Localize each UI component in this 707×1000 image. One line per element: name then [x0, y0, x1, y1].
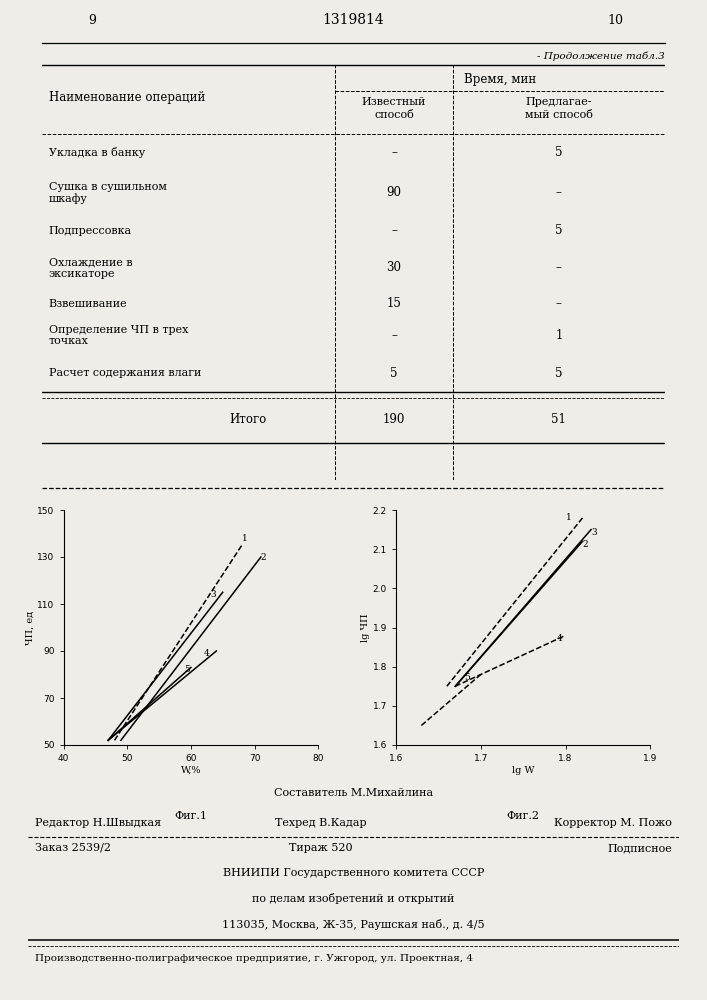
Text: 51: 51 — [551, 413, 566, 426]
Text: 5: 5 — [390, 367, 398, 380]
Text: Составитель М.Михайлина: Составитель М.Михайлина — [274, 788, 433, 798]
Text: 90: 90 — [387, 186, 402, 199]
Text: 1319814: 1319814 — [322, 13, 385, 27]
Text: –: – — [556, 261, 562, 274]
Text: Техред В.Кадар: Техред В.Кадар — [275, 818, 367, 828]
Text: Наименование операций: Наименование операций — [49, 91, 205, 104]
Text: 3: 3 — [591, 528, 597, 537]
Text: Предлагае-
мый способ: Предлагае- мый способ — [525, 97, 592, 120]
Text: Подпрессовка: Подпрессовка — [49, 226, 132, 236]
Text: 5: 5 — [555, 146, 563, 159]
Text: 5: 5 — [185, 666, 190, 674]
Text: –: – — [391, 146, 397, 159]
Text: 1: 1 — [566, 513, 571, 522]
Text: Заказ 2539/2: Заказ 2539/2 — [35, 843, 111, 853]
Text: Корректор М. Пожо: Корректор М. Пожо — [554, 818, 672, 828]
Text: 9: 9 — [88, 14, 96, 27]
Text: Сушка в сушильном
шкафу: Сушка в сушильном шкафу — [49, 182, 167, 204]
Text: 1: 1 — [242, 534, 247, 543]
Text: Фиг.1: Фиг.1 — [175, 811, 207, 821]
Text: 1: 1 — [555, 329, 563, 342]
Text: Охлаждение в
эксикаторе: Охлаждение в эксикаторе — [49, 257, 132, 279]
Text: 4: 4 — [557, 634, 563, 643]
Text: –: – — [556, 186, 562, 199]
Text: Время, мин: Время, мин — [464, 73, 536, 86]
Text: 5: 5 — [555, 224, 563, 237]
Text: Производственно-полиграфическое предприятие, г. Ужгород, ул. Проектная, 4: Производственно-полиграфическое предприя… — [35, 954, 473, 963]
Text: 4: 4 — [204, 649, 209, 658]
Text: Расчет содержания влаги: Расчет содержания влаги — [49, 368, 201, 378]
Text: Тираж 520: Тираж 520 — [289, 843, 353, 853]
Y-axis label: lg ЧП: lg ЧП — [361, 613, 370, 642]
Text: Определение ЧП в трех
точках: Определение ЧП в трех точках — [49, 325, 188, 346]
Text: Редактор Н.Швыдкая: Редактор Н.Швыдкая — [35, 818, 161, 828]
Text: Укладка в банку: Укладка в банку — [49, 147, 145, 158]
Y-axis label: ЧП, ед: ЧП, ед — [25, 610, 35, 645]
Text: –: – — [556, 297, 562, 310]
Text: 10: 10 — [607, 14, 623, 27]
Text: 190: 190 — [382, 413, 405, 426]
Text: ВНИИПИ Государственного комитета СССР: ВНИИПИ Государственного комитета СССР — [223, 868, 484, 878]
Text: 15: 15 — [387, 297, 402, 310]
Text: 5: 5 — [464, 673, 469, 682]
Text: Фиг.2: Фиг.2 — [507, 811, 539, 821]
Text: Взвешивание: Взвешивание — [49, 299, 127, 309]
Text: 5: 5 — [555, 367, 563, 380]
Text: по делам изобретений и открытий: по делам изобретений и открытий — [252, 893, 455, 904]
X-axis label: W,%: W,% — [181, 766, 201, 775]
Text: –: – — [391, 224, 397, 237]
Text: Итого: Итого — [229, 413, 267, 426]
Text: 30: 30 — [387, 261, 402, 274]
Text: - Продолжение табл.3: - Продолжение табл.3 — [537, 52, 665, 61]
Text: 113035, Москва, Ж-35, Раушская наб., д. 4/5: 113035, Москва, Ж-35, Раушская наб., д. … — [222, 919, 485, 930]
Text: Подписное: Подписное — [607, 843, 672, 853]
Text: Известный
способ: Известный способ — [362, 97, 426, 120]
X-axis label: lg W: lg W — [512, 766, 534, 775]
Text: 2: 2 — [583, 540, 588, 549]
Text: –: – — [391, 329, 397, 342]
Text: 3: 3 — [210, 590, 216, 599]
Text: 2: 2 — [261, 553, 267, 562]
